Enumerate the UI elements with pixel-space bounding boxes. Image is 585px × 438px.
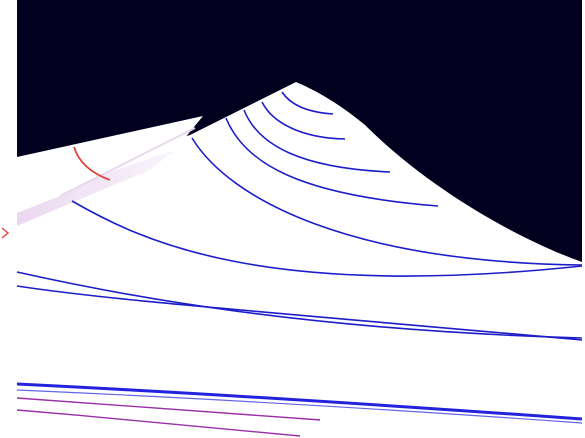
contour-line	[16, 285, 583, 341]
contour-line	[16, 271, 583, 339]
contour-line	[261, 101, 346, 140]
base-line	[16, 397, 321, 421]
lower-band-edge	[16, 382, 583, 421]
base-line	[16, 409, 301, 437]
viewport-right-frame	[582, 0, 585, 438]
flap-edge	[59, 127, 196, 197]
contour-line	[243, 109, 391, 173]
contour-line	[225, 117, 439, 207]
edge-marker	[1, 227, 10, 239]
viewport-left-frame	[0, 0, 17, 438]
flap-shade	[17, 150, 175, 226]
contour-line	[191, 137, 583, 266]
contour-line	[71, 200, 583, 277]
base-lines	[16, 397, 321, 437]
lower-band-edge-lower	[16, 389, 583, 424]
contour-lines	[16, 91, 583, 341]
highlight-contour	[73, 146, 111, 181]
contour-line	[281, 91, 334, 115]
main-surface	[17, 82, 582, 438]
